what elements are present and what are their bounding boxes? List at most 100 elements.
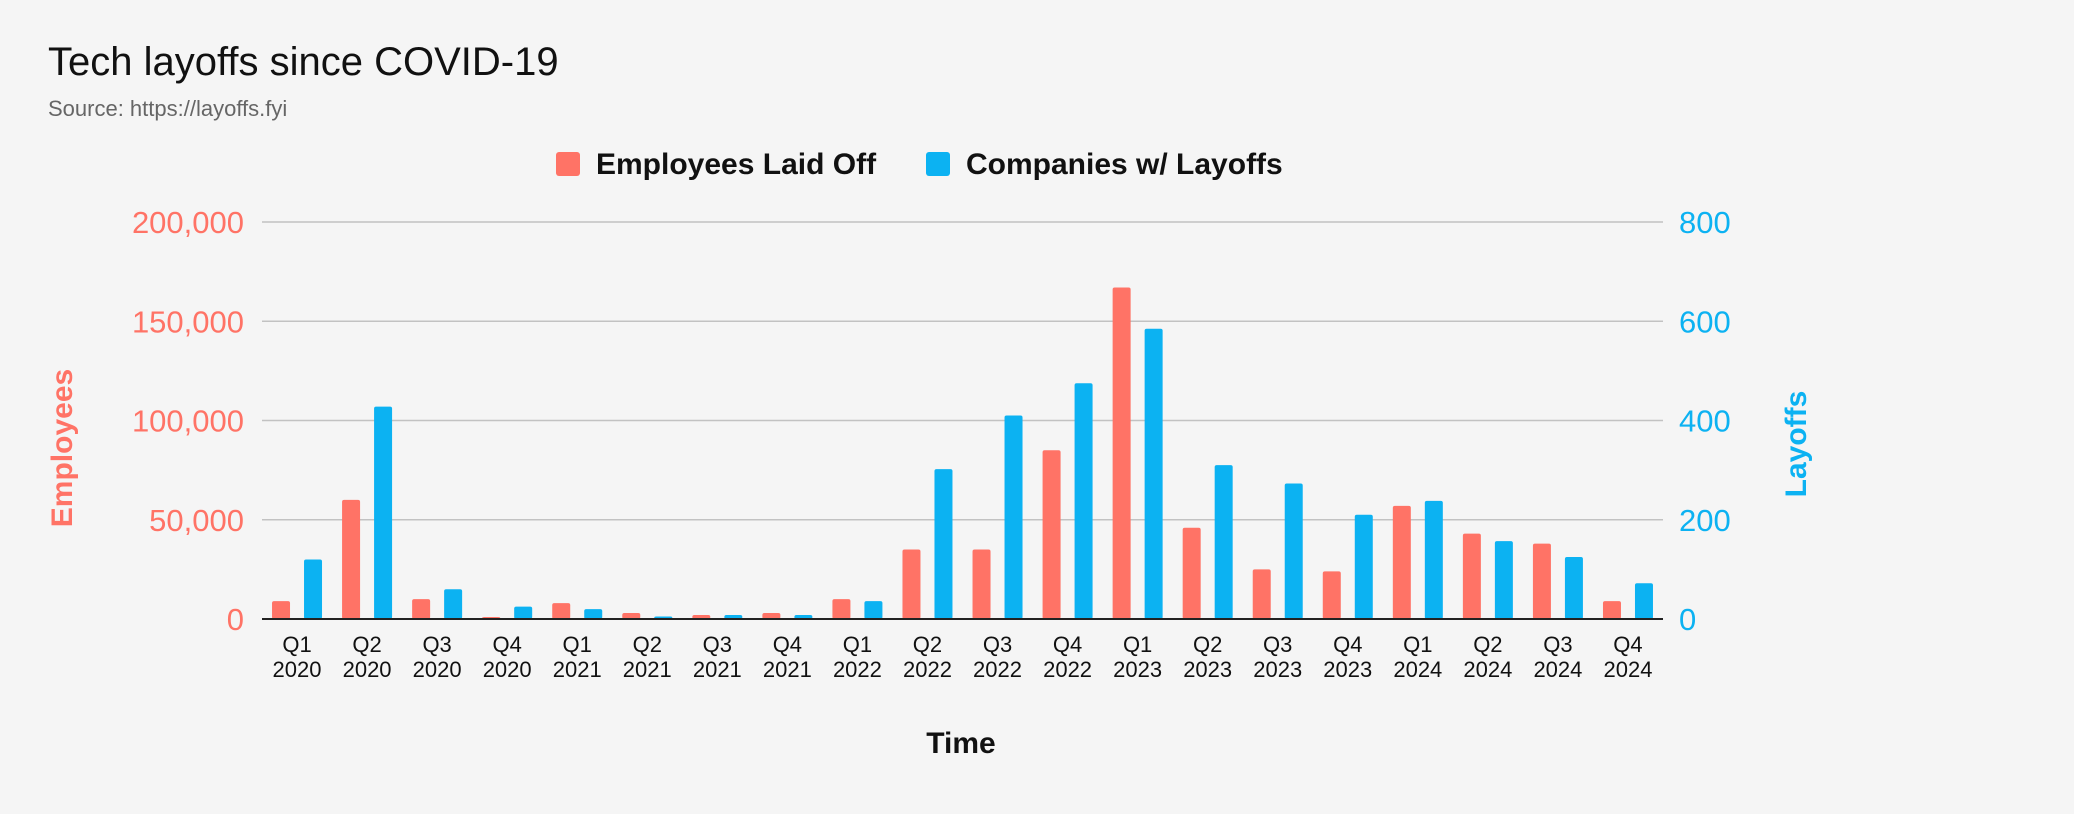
- legend-label-employees: Employees Laid Off: [596, 148, 877, 181]
- bar-employees-laid-off: [832, 599, 851, 619]
- y-right-tick-label: 600: [1679, 304, 1731, 339]
- x-tick-label-year: 2024: [1603, 657, 1652, 682]
- x-tick-label-quarter: Q1: [1123, 632, 1152, 657]
- y-left-tick-label: 100,000: [132, 404, 244, 439]
- bar-companies-with-layoffs: [1214, 465, 1233, 619]
- bar-employees-laid-off: [552, 603, 571, 619]
- legend: Employees Laid Off Companies w/ Layoffs: [556, 148, 1283, 181]
- x-tick-label-quarter: Q3: [703, 632, 732, 657]
- x-tick-label-quarter: Q4: [492, 632, 521, 657]
- bar-employees-laid-off: [1112, 287, 1131, 619]
- x-tick-label-year: 2021: [763, 657, 812, 682]
- bar-employees-laid-off: [1602, 601, 1621, 619]
- legend-swatch-employees: [556, 152, 580, 176]
- y-left-tick-label: 200,000: [132, 205, 244, 240]
- bar-companies-with-layoffs: [934, 469, 953, 619]
- y-right-tick-label: 200: [1679, 503, 1731, 538]
- y-right-tick-label: 800: [1679, 205, 1731, 240]
- bar-companies-with-layoffs: [1144, 328, 1163, 619]
- bar-employees-laid-off: [272, 601, 291, 619]
- bar-employees-laid-off: [1462, 533, 1481, 619]
- chart-subtitle: Source: https://layoffs.fyi: [48, 96, 288, 121]
- bar-companies-with-layoffs: [1634, 583, 1653, 619]
- bar-companies-with-layoffs: [374, 406, 393, 619]
- y-left-tick-label: 50,000: [149, 503, 244, 538]
- x-tick-label-year: 2022: [833, 657, 882, 682]
- bar-companies-with-layoffs: [864, 601, 883, 619]
- bar-companies-with-layoffs: [1424, 500, 1443, 619]
- y-left-tick-label: 150,000: [132, 304, 244, 339]
- x-tick-label-quarter: Q1: [282, 632, 311, 657]
- y-left-axis-title: Employees: [46, 369, 79, 527]
- bar-employees-laid-off: [1532, 543, 1551, 619]
- x-tick-label-year: 2023: [1183, 657, 1232, 682]
- bar-employees-laid-off: [412, 599, 431, 619]
- x-tick-label-year: 2020: [343, 657, 392, 682]
- x-tick-label-quarter: Q2: [352, 632, 381, 657]
- x-tick-label-quarter: Q2: [1473, 632, 1502, 657]
- chart-title: Tech layoffs since COVID-19: [48, 40, 559, 84]
- x-tick-label-quarter: Q3: [422, 632, 451, 657]
- bar-employees-laid-off: [762, 613, 781, 619]
- x-tick-label-year: 2022: [1043, 657, 1092, 682]
- x-tick-label-quarter: Q4: [773, 632, 802, 657]
- bar-employees-laid-off: [972, 549, 991, 619]
- x-tick-label-year: 2020: [273, 657, 322, 682]
- x-tick-label-year: 2021: [553, 657, 602, 682]
- x-tick-label-year: 2022: [973, 657, 1022, 682]
- x-tick-label-year: 2020: [413, 657, 462, 682]
- bars: [272, 287, 1653, 619]
- bar-companies-with-layoffs: [1494, 541, 1513, 619]
- bar-employees-laid-off: [1252, 569, 1271, 619]
- x-tick-label-year: 2022: [903, 657, 952, 682]
- x-tick-label-quarter: Q4: [1333, 632, 1362, 657]
- bar-companies-with-layoffs: [584, 609, 603, 619]
- x-tick-label-quarter: Q4: [1053, 632, 1082, 657]
- bar-employees-laid-off: [1182, 527, 1201, 619]
- chart-header: Tech layoffs since COVID-19 Source: http…: [48, 38, 559, 122]
- y-right-tick-label: 400: [1679, 404, 1731, 439]
- bar-companies-with-layoffs: [444, 589, 463, 619]
- legend-label-companies: Companies w/ Layoffs: [966, 148, 1283, 181]
- x-tick-label-year: 2021: [623, 657, 672, 682]
- grid-lines: [262, 221, 1663, 521]
- bar-employees-laid-off: [1392, 505, 1411, 619]
- x-tick-label-quarter: Q1: [1403, 632, 1432, 657]
- x-tick-label-quarter: Q4: [1613, 632, 1642, 657]
- x-tick-label-year: 2024: [1393, 657, 1442, 682]
- x-tick-label-year: 2023: [1323, 657, 1372, 682]
- bar-employees-laid-off: [342, 499, 361, 619]
- y-right-axis-title: Layoffs: [1780, 391, 1813, 498]
- x-tick-label-quarter: Q1: [843, 632, 872, 657]
- bar-companies-with-layoffs: [1354, 514, 1373, 619]
- x-tick-label-quarter: Q3: [1543, 632, 1572, 657]
- bar-employees-laid-off: [622, 613, 641, 619]
- x-tick-label-quarter: Q3: [1263, 632, 1292, 657]
- bar-companies-with-layoffs: [1074, 383, 1093, 619]
- legend-swatch-companies: [926, 152, 950, 176]
- x-tick-label-year: 2023: [1113, 657, 1162, 682]
- bar-companies-with-layoffs: [1564, 556, 1583, 619]
- x-tick-label-year: 2024: [1463, 657, 1512, 682]
- x-tick-label-quarter: Q2: [913, 632, 942, 657]
- y-right-tick-label: 0: [1679, 602, 1696, 637]
- x-axis-title: Time: [926, 727, 995, 760]
- x-tick-label-quarter: Q2: [1193, 632, 1222, 657]
- bar-employees-laid-off: [902, 549, 921, 619]
- x-tick-label-year: 2020: [483, 657, 532, 682]
- bar-companies-with-layoffs: [1284, 483, 1303, 619]
- y-left-tick-label: 0: [227, 602, 244, 637]
- bar-companies-with-layoffs: [1004, 415, 1023, 619]
- bar-employees-laid-off: [1322, 571, 1341, 619]
- x-tick-label-quarter: Q2: [633, 632, 662, 657]
- x-tick-label-year: 2024: [1533, 657, 1582, 682]
- x-tick-label-quarter: Q1: [563, 632, 592, 657]
- x-tick-label-year: 2021: [693, 657, 742, 682]
- bar-employees-laid-off: [1042, 450, 1061, 619]
- axis-labels: 0 0 50,000 200 100,000 400 150,000 600 200,000 80…: [46, 205, 1813, 760]
- x-tick-label-quarter: Q3: [983, 632, 1012, 657]
- bar-companies-with-layoffs: [514, 606, 533, 619]
- x-tick-label-year: 2023: [1253, 657, 1302, 682]
- bar-companies-with-layoffs: [304, 559, 323, 619]
